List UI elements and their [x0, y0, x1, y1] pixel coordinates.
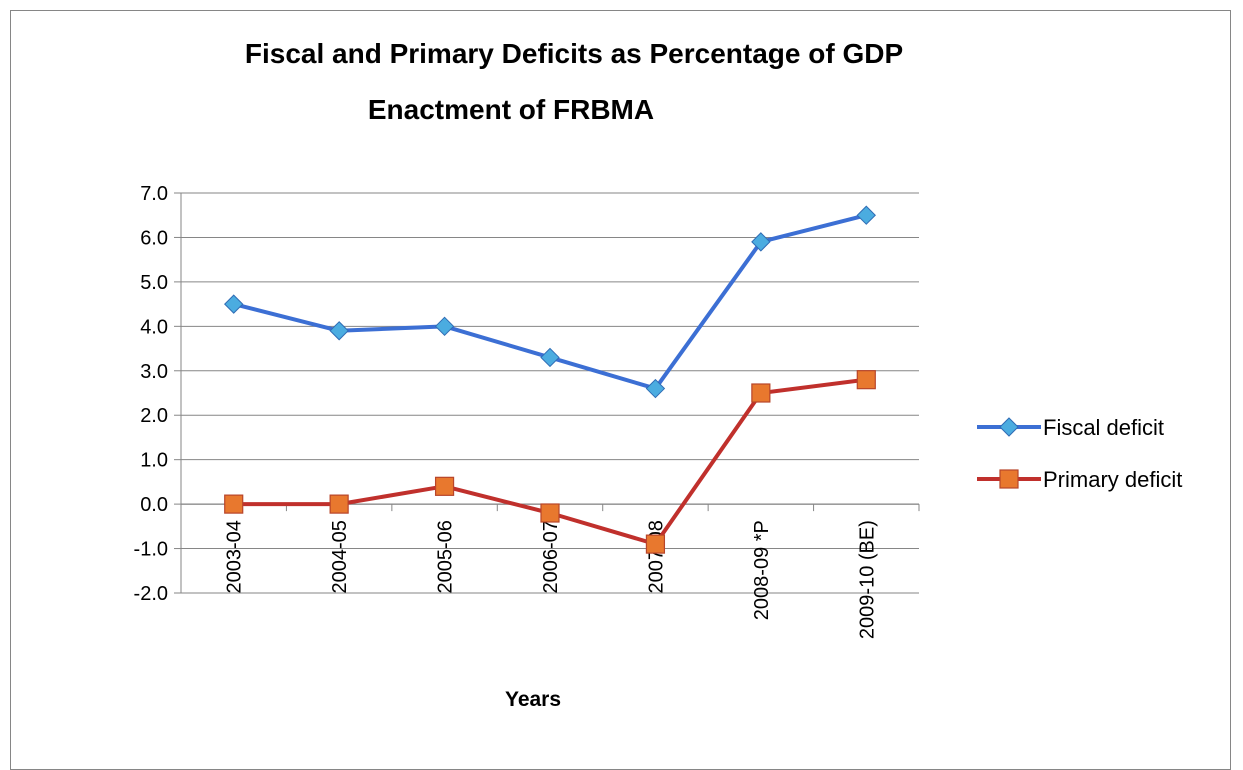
- x-axis-title: Years: [505, 688, 561, 711]
- y-tick-label: 6.0: [140, 227, 168, 249]
- data-point: [329, 321, 349, 341]
- y-tick-label: 0.0: [140, 494, 168, 516]
- data-point: [224, 494, 244, 514]
- series-1: [224, 370, 876, 554]
- x-tick-labels: 2003-04 2004-05 2005-06 2006-07 2007-08 2008-…: [224, 520, 879, 639]
- y-tick-labels: -2.0 -1.0 0.0 1.0 2.0 3.0 4.0 5.0 6.0 7.0: [134, 183, 168, 605]
- data-point: [329, 494, 349, 514]
- data-point: [751, 383, 771, 403]
- x-tick-label: 2008-09 *P: [751, 520, 773, 620]
- y-tick-label: 7.0: [140, 183, 168, 205]
- legend-item: Fiscal deficit: [977, 415, 1164, 440]
- y-tick-label: -2.0: [134, 583, 168, 605]
- data-point: [434, 476, 455, 496]
- y-tick-label: 1.0: [140, 450, 168, 472]
- x-tick-label: 2003-04: [224, 520, 246, 593]
- data-point: [856, 205, 876, 225]
- x-tick-label: 2004-05: [329, 520, 351, 593]
- y-tick-label: 4.0: [140, 316, 168, 338]
- x-tick-label: 2006-07: [540, 520, 562, 593]
- data-point: [856, 370, 876, 390]
- y-tick-label: 2.0: [140, 405, 168, 427]
- data-point: [645, 534, 666, 554]
- x-tick-label: 2009-10 (BE): [856, 520, 878, 639]
- legend-item: Primary deficit: [977, 467, 1182, 492]
- chart-title: Fiscal and Primary Deficits as Percentag…: [245, 38, 903, 69]
- x-tick-label: 2005-06: [435, 520, 457, 593]
- data-point: [540, 503, 560, 523]
- chart-subtitle: Enactment of FRBMA: [368, 94, 654, 125]
- legend-label: Primary deficit: [1043, 467, 1182, 492]
- data-point: [224, 294, 244, 314]
- legend-marker: [999, 469, 1019, 489]
- y-tick-label: -1.0: [134, 539, 168, 561]
- y-tick-label: 5.0: [140, 272, 168, 294]
- y-tick-label: 3.0: [140, 361, 168, 383]
- legend-marker: [999, 417, 1019, 437]
- series-0: [224, 205, 876, 399]
- legend: Fiscal deficit Primary deficit: [977, 415, 1182, 492]
- data-point: [751, 232, 771, 252]
- series-layer: [224, 205, 876, 554]
- legend-label: Fiscal deficit: [1043, 415, 1164, 440]
- data-point: [434, 316, 455, 337]
- data-point: [645, 378, 666, 399]
- chart-svg: Fiscal and Primary Deficits as Percentag…: [134, 38, 1183, 711]
- chart-frame: Fiscal and Primary Deficits as Percentag…: [10, 10, 1231, 770]
- data-point: [540, 347, 560, 368]
